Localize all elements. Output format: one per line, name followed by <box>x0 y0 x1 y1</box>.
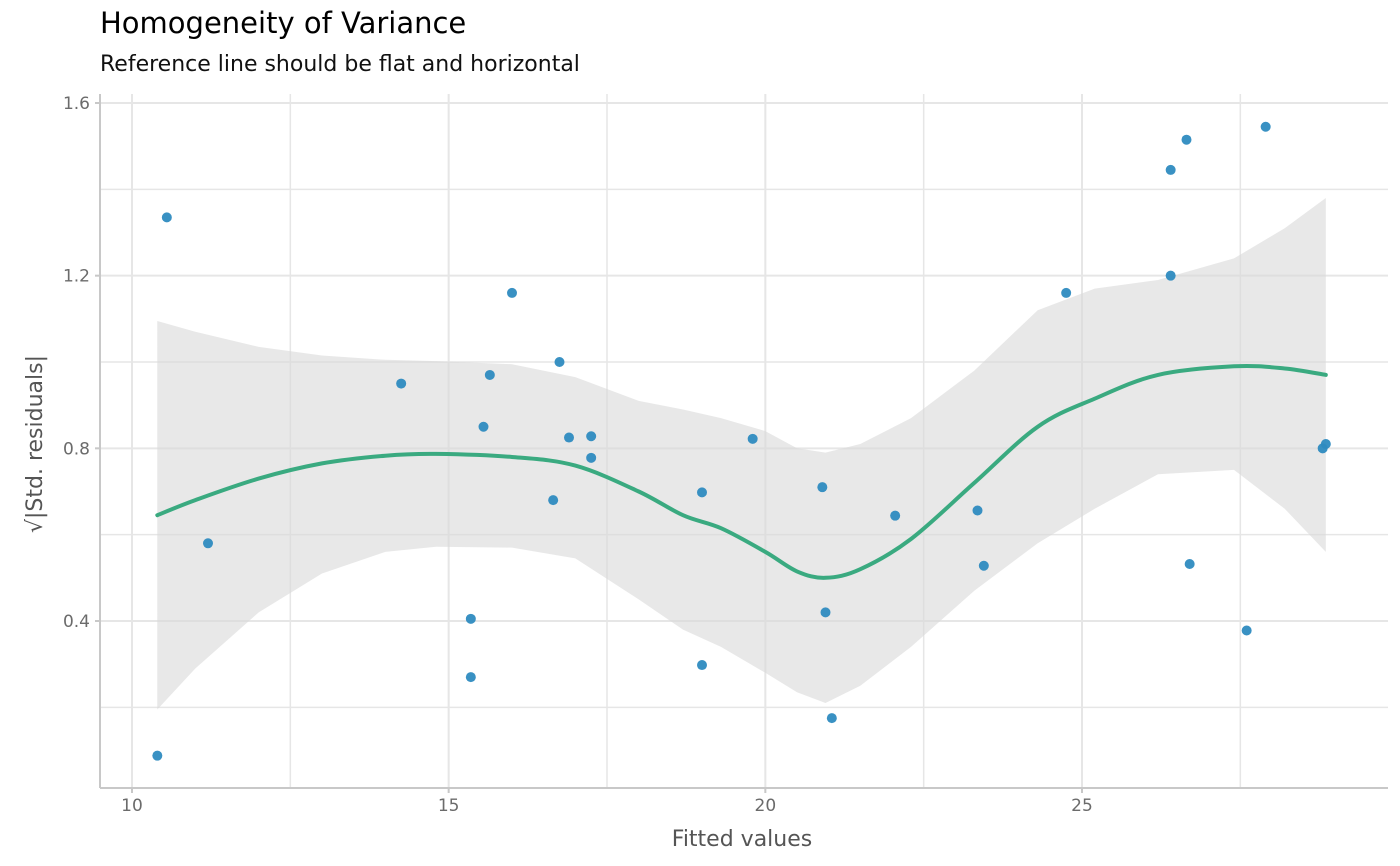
y-tick-label: 1.2 <box>63 267 90 287</box>
data-point <box>507 287 517 298</box>
y-tick-label: 0.4 <box>63 612 90 632</box>
axes: 10 15 20 25 0.4 0.8 1.2 1.6 <box>63 94 1388 816</box>
confidence-band-area <box>157 198 1326 710</box>
x-tick-label: 10 <box>121 796 143 816</box>
data-point <box>1061 287 1072 298</box>
y-tick-label: 1.6 <box>63 94 90 114</box>
data-point <box>203 538 213 549</box>
data-point <box>465 672 476 683</box>
data-point <box>890 510 901 521</box>
data-point <box>396 378 407 389</box>
x-tick-label: 15 <box>438 796 460 816</box>
data-point <box>972 505 983 516</box>
data-point <box>1165 270 1176 281</box>
chart-title: Homogeneity of Variance <box>100 6 467 40</box>
data-point <box>152 750 163 761</box>
data-point <box>978 560 989 571</box>
data-point <box>1184 559 1195 570</box>
data-point <box>1181 134 1192 145</box>
data-point <box>820 607 831 618</box>
data-point <box>465 613 476 624</box>
confidence-band <box>157 198 1326 710</box>
data-point <box>478 421 489 432</box>
data-point <box>484 369 495 380</box>
data-point <box>1260 121 1271 132</box>
x-tick-label: 25 <box>1071 796 1093 816</box>
data-point <box>1320 439 1331 450</box>
data-point <box>554 357 565 367</box>
x-tick-label: 20 <box>755 796 777 816</box>
data-point <box>548 495 559 506</box>
x-axis-title: Fitted values <box>672 827 812 852</box>
y-tick-label: 0.8 <box>63 439 90 459</box>
data-point <box>697 660 707 671</box>
data-point <box>586 431 597 442</box>
smooth-curve <box>155 363 1328 580</box>
chart-subtitle: Reference line should be flat and horizo… <box>100 52 580 77</box>
smooth-line <box>155 363 1328 580</box>
data-point <box>747 433 758 444</box>
data-point <box>564 432 574 443</box>
y-axis-title: √|Std. residuals| <box>23 355 48 533</box>
data-point <box>586 452 597 463</box>
data-point <box>161 212 172 223</box>
data-point <box>697 487 707 498</box>
data-point <box>1165 164 1176 175</box>
data-points <box>152 121 1331 761</box>
data-point <box>1241 625 1252 636</box>
data-point <box>817 482 828 493</box>
data-point <box>826 713 837 724</box>
